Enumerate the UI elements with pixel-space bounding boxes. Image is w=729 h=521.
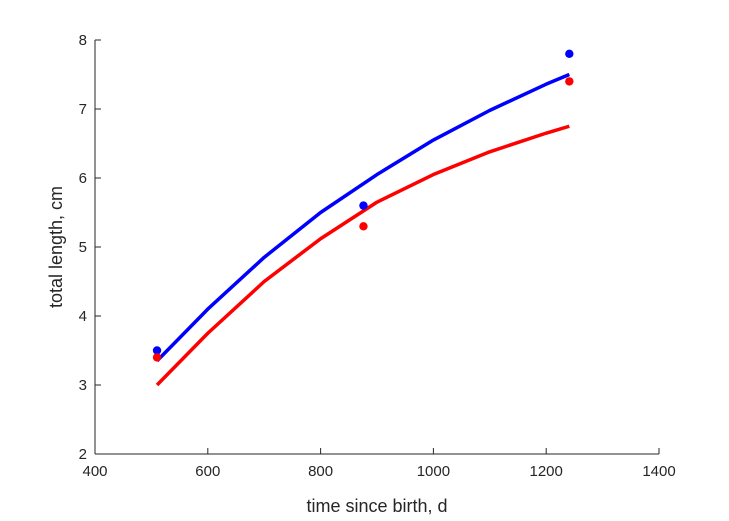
x-tick-label: 600 (195, 463, 220, 480)
y-tick-label: 2 (79, 446, 87, 463)
x-tick-label: 800 (308, 463, 333, 480)
y-tick-label: 4 (79, 308, 87, 325)
tick-layer: 400 600 800 1000 1200 1400 2 3 4 5 6 7 8 (79, 32, 676, 480)
blue-fit-line (155, 72, 570, 363)
y-tick-label: 3 (79, 377, 87, 394)
data-points-layer (152, 49, 574, 362)
axes (94, 40, 659, 455)
y-tick-label: 7 (79, 101, 87, 118)
fit-lines-layer (155, 72, 570, 387)
x-axis-label: time since birth, d (306, 496, 447, 516)
red-data-point (152, 353, 162, 362)
y-axis-label: total length, cm (46, 186, 66, 308)
red-data-point (565, 77, 574, 86)
red-fit-line (155, 124, 570, 387)
red-data-point (359, 222, 368, 231)
x-tick-label: 1000 (417, 463, 450, 480)
blue-data-point (359, 201, 368, 210)
blue-data-point (152, 346, 162, 355)
x-tick-label: 1200 (530, 463, 563, 480)
blue-data-point (565, 49, 574, 58)
y-tick-label: 6 (79, 170, 87, 187)
y-tick-label: 5 (79, 239, 87, 256)
y-tick-label: 8 (79, 32, 87, 49)
x-tick-label: 400 (82, 463, 107, 480)
x-tick-label: 1400 (642, 463, 675, 480)
